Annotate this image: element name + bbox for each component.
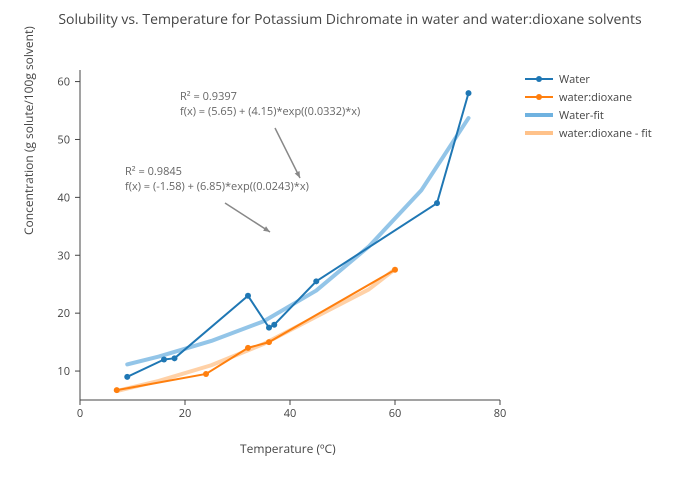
legend-label: water:dioxane — [559, 90, 632, 105]
annotation-text: R² = 0.9397f(x) = (5.65) + (4.15)*exp((0… — [180, 90, 360, 120]
annotation-line: R² = 0.9397 — [180, 90, 360, 105]
y-tick-label: 40 — [57, 190, 70, 205]
series-line — [127, 93, 468, 377]
legend-marker-icon — [536, 76, 542, 82]
x-tick-label: 60 — [389, 406, 402, 421]
data-point[interactable] — [114, 387, 120, 393]
legend-swatch — [525, 113, 553, 117]
data-point[interactable] — [313, 278, 319, 284]
y-tick-label: 30 — [57, 248, 70, 263]
legend-marker-icon — [536, 94, 542, 100]
data-point[interactable] — [266, 325, 272, 331]
data-point[interactable] — [271, 322, 277, 328]
x-tick-label: 80 — [494, 406, 507, 421]
y-tick-label: 10 — [57, 364, 70, 379]
x-tick-label: 40 — [284, 406, 297, 421]
y-tick-label: 50 — [57, 132, 70, 147]
annotation-line: f(x) = (-1.58) + (6.85)*exp((0.0243)*x) — [125, 180, 309, 195]
annotation-text: R² = 0.9845f(x) = (-1.58) + (6.85)*exp((… — [125, 165, 309, 195]
series-line — [117, 269, 395, 391]
data-point[interactable] — [392, 267, 398, 273]
data-point[interactable] — [124, 374, 130, 380]
y-axis-label: Concentration (g solute/100g solvent) — [20, 26, 37, 235]
legend-swatch — [525, 131, 553, 135]
legend-item[interactable]: Water-fit — [525, 106, 652, 124]
legend-item[interactable]: water:dioxane — [525, 88, 652, 106]
legend-swatch — [525, 78, 553, 80]
data-point[interactable] — [245, 345, 251, 351]
data-point[interactable] — [466, 90, 472, 96]
data-point[interactable] — [245, 293, 251, 299]
x-axis-label: Temperature (ºC) — [240, 440, 336, 457]
chart-title: Solubility vs. Temperature for Potassium… — [0, 0, 700, 33]
x-tick-label: 20 — [179, 406, 192, 421]
data-point[interactable] — [203, 371, 209, 377]
legend-item[interactable]: water:dioxane - fit — [525, 124, 652, 142]
legend: Water water:dioxane Water-fit water:dioxane… — [525, 70, 652, 142]
y-tick-label: 60 — [57, 75, 70, 90]
legend-label: water:dioxane - fit — [559, 126, 652, 141]
y-tick-label: 20 — [57, 306, 70, 321]
legend-item[interactable]: Water — [525, 70, 652, 88]
data-point[interactable] — [266, 339, 272, 345]
legend-label: Water — [559, 72, 590, 87]
series-line — [117, 270, 395, 390]
legend-swatch — [525, 96, 553, 98]
annotation-line: R² = 0.9845 — [125, 165, 309, 180]
x-tick-label: 0 — [77, 406, 83, 421]
data-point[interactable] — [172, 355, 178, 361]
data-point[interactable] — [434, 200, 440, 206]
annotation-line: f(x) = (5.65) + (4.15)*exp((0.0332)*x) — [180, 105, 360, 120]
data-point[interactable] — [161, 356, 167, 362]
legend-label: Water-fit — [559, 108, 604, 123]
